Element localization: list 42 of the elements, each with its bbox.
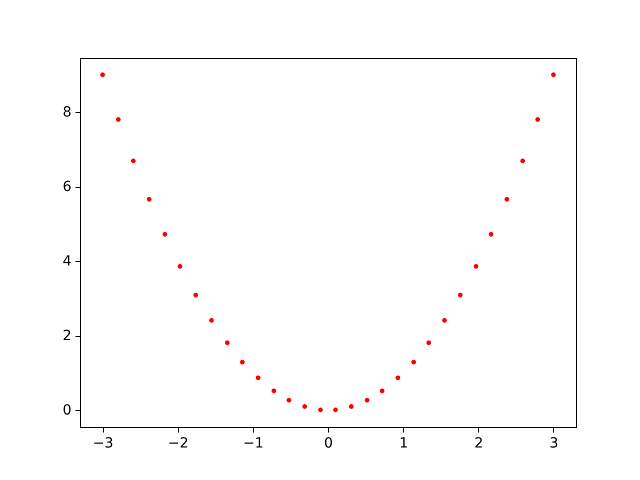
point [504, 196, 510, 202]
point [442, 318, 447, 323]
point [100, 72, 105, 78]
y-tick-label: 8 [62, 104, 72, 121]
x-tick-label: 2 [474, 436, 484, 452]
point [535, 117, 540, 122]
x-tick-label: 0 [324, 436, 333, 452]
point [380, 388, 384, 394]
point [193, 292, 198, 298]
point [240, 360, 245, 364]
point [396, 375, 400, 380]
y-tick-label: 4 [62, 254, 72, 270]
point [318, 408, 323, 412]
point [146, 196, 152, 202]
point [364, 398, 370, 403]
x-tick-label: 3 [549, 436, 558, 452]
x-tick-label: −1 [243, 436, 264, 452]
point [209, 318, 214, 323]
y-tick-label: 2 [62, 328, 72, 344]
x-tick-label: −2 [168, 436, 189, 452]
y-tick-label: 0 [62, 402, 72, 419]
point [488, 232, 494, 237]
point [272, 388, 276, 394]
point [411, 360, 416, 364]
point [474, 264, 478, 269]
point [458, 292, 463, 298]
y-tick-label: 6 [62, 179, 72, 196]
point [224, 340, 230, 346]
point [178, 264, 182, 269]
point [116, 117, 121, 122]
point [256, 375, 260, 380]
x-tick-label: −3 [92, 436, 114, 452]
point [162, 232, 168, 237]
point [426, 340, 432, 346]
x-tick-label: 1 [399, 436, 408, 452]
point [286, 398, 292, 403]
point [333, 408, 338, 412]
point [348, 404, 354, 409]
point [131, 158, 136, 164]
point [520, 158, 525, 164]
point [551, 72, 556, 78]
point [302, 404, 308, 409]
